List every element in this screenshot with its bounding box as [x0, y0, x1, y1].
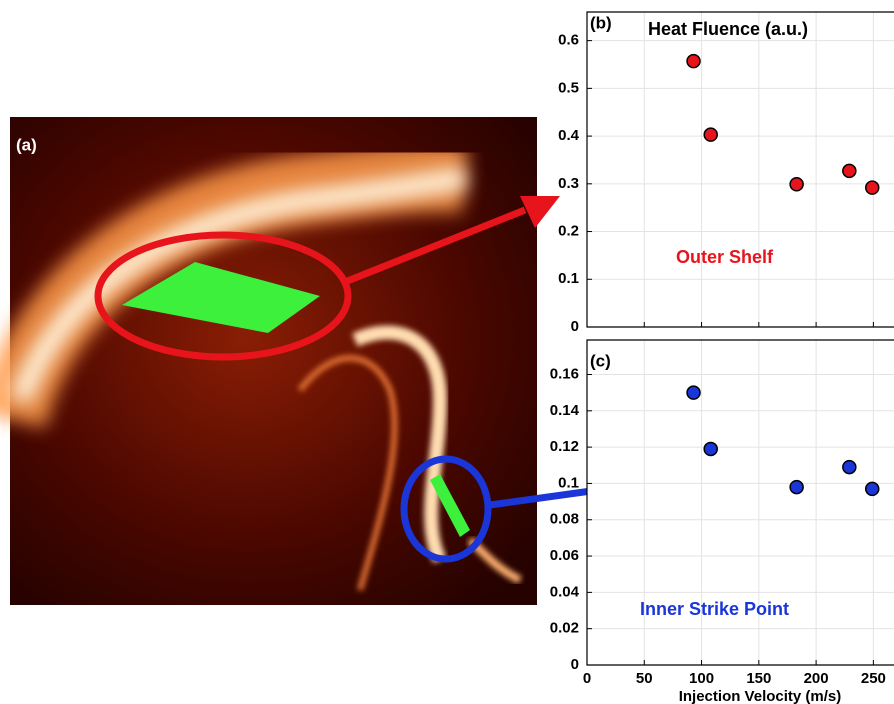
y-tick-label: 0.5: [558, 79, 579, 96]
point: [789, 177, 804, 192]
panel-label: (a): [16, 135, 37, 154]
point: [703, 441, 718, 457]
camera-image: [0, 117, 656, 605]
y-tick-label: 0.2: [558, 223, 579, 240]
point: [864, 180, 880, 195]
point: [686, 53, 701, 69]
axis-frame: [586, 339, 894, 666]
y-tick-label: 0.06: [550, 547, 579, 564]
point: [686, 385, 701, 400]
x-tick-label: 100: [689, 670, 714, 687]
y-tick-label: 0: [571, 656, 579, 673]
y-tick-label: 0: [571, 318, 579, 335]
y-tick-label: 0.1: [558, 270, 579, 287]
y-tick-label: 0.04: [550, 583, 580, 600]
y-tick-label: 0.16: [550, 365, 579, 382]
y-tick-label: 0.02: [550, 620, 579, 637]
annotation: Outer Shelf: [676, 247, 774, 267]
panel-label: (b): [590, 13, 612, 32]
x-tick-label: 250: [861, 670, 886, 687]
x-axis-label: Injection Velocity (m/s): [679, 688, 842, 704]
point: [842, 163, 857, 179]
point: [842, 459, 857, 475]
y-tick-label: 0.3: [558, 175, 579, 192]
x-tick-label: 150: [746, 670, 771, 687]
y-tick-label: 0.4: [558, 127, 580, 144]
point: [703, 127, 718, 142]
chart-title: Heat Fluence (a.u.): [648, 19, 808, 39]
x-tick-label: 200: [804, 670, 829, 687]
plot-area: [587, 340, 894, 665]
x-tick-label: 50: [636, 670, 653, 687]
point: [864, 481, 880, 497]
y-tick-label: 0.14: [550, 402, 580, 419]
y-tick-label: 0.6: [558, 32, 579, 49]
annotation: Inner Strike Point: [640, 599, 789, 619]
panel-label: (c): [590, 351, 611, 370]
point: [789, 479, 804, 495]
y-tick-label: 0.1: [558, 474, 579, 491]
y-tick-label: 0.08: [550, 511, 579, 528]
axis-frame: [586, 11, 894, 328]
y-tick-label: 0.12: [550, 438, 579, 455]
x-tick-label: 0: [583, 670, 591, 687]
